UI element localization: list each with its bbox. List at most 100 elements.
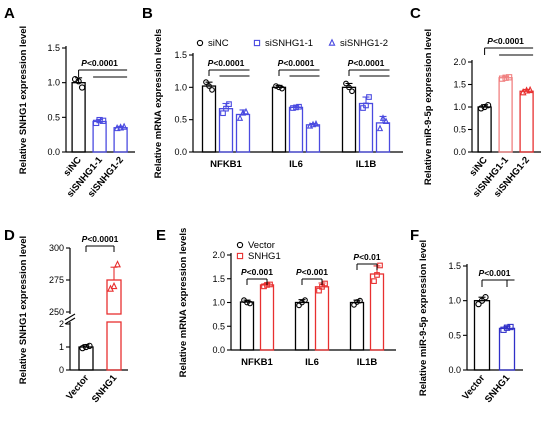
data-point [312, 120, 320, 127]
data-point [322, 280, 328, 287]
bar [305, 124, 321, 153]
data-point [96, 116, 103, 124]
data-point [346, 84, 352, 91]
bar-upper [106, 279, 122, 315]
p-value-label: P<0.0001 [487, 36, 524, 46]
bar [477, 106, 492, 153]
panel-label-B: B [142, 5, 153, 22]
legend-marker [253, 39, 261, 47]
data-point [484, 102, 492, 109]
axis-break-mark [64, 313, 76, 321]
panel-C: 0.0 0.5 1.0 1.5 2.0 Relative miR-9-5p express… [423, 29, 541, 200]
data-point [99, 117, 107, 124]
legend-label: SNHG1 [248, 251, 281, 262]
panel-D-y-tick-label: 2 [59, 319, 64, 329]
bar [259, 284, 275, 351]
panel-E-y-tick-label: 0.5 [212, 321, 225, 331]
panel-B: 0.0 0.5 1.0 1.5 Relative mRNA expression lev… [153, 29, 403, 178]
data-point [79, 344, 86, 352]
panel-A-y-tick-label: 0.5 [47, 112, 60, 122]
data-point [316, 287, 322, 294]
bar [294, 301, 310, 351]
bar-lower [106, 321, 122, 371]
data-point [478, 297, 486, 304]
bar [92, 120, 107, 153]
data-point [374, 272, 380, 278]
data-point [226, 101, 232, 107]
panel-F-y-tick-label: 0.5 [448, 330, 461, 340]
panel-A-y-tick-label: 1.5 [47, 43, 60, 53]
panel-label-A: A [4, 5, 15, 22]
data-point [382, 117, 390, 125]
bar [369, 273, 385, 351]
bar [349, 301, 365, 351]
data-point [482, 294, 489, 301]
panel-C-y-tick-label: 0.5 [453, 125, 466, 135]
legend-label: siSNHG1-2 [340, 38, 388, 49]
panel-E-y-tick-label: 1.5 [212, 274, 225, 284]
data-point [376, 124, 384, 132]
panel-D-y-tick-label: 0 [59, 365, 64, 375]
x-category-label: Vector [64, 373, 91, 403]
bar [341, 86, 357, 153]
panel-label-F: F [410, 227, 419, 244]
p-value-label: P<0.0001 [278, 58, 315, 68]
data-point [379, 114, 387, 121]
legend-marker [196, 39, 204, 47]
x-category-label: SNHG1 [483, 372, 513, 405]
legend-label: siNC [208, 38, 229, 49]
p-value-label: P<0.0001 [82, 234, 119, 244]
x-category-label: SNHG1 [90, 372, 120, 405]
legend-label: Vector [248, 240, 275, 251]
data-point [523, 86, 531, 94]
data-point [309, 120, 317, 128]
data-point [244, 299, 250, 306]
panel-B-y-tick-label: 0.0 [174, 147, 187, 157]
panel-D: 0 1 2 250 275 300 Relative SNHG1 expression le… [18, 234, 128, 405]
data-point [203, 79, 209, 86]
panel-F-y-tick-label: 1.5 [448, 261, 461, 271]
panel-C-y-tick-label: 1.0 [453, 102, 466, 112]
panel-A-y-tick-label: 0.0 [47, 147, 60, 157]
x-category-label: IL1B [356, 159, 377, 170]
x-category-label: IL1B [357, 357, 378, 368]
panel-D-y-tick-label: 300 [49, 243, 64, 253]
panel-B-y-tick-label: 1.5 [174, 50, 187, 60]
data-point [366, 94, 372, 100]
data-point [526, 85, 534, 94]
panel-F-y-tick-label: 1.0 [448, 296, 461, 306]
legend-label: siSNHG1-1 [265, 38, 313, 49]
data-point [267, 281, 273, 288]
panel-label-E: E [156, 227, 166, 244]
data-point [86, 342, 93, 349]
panel-F-y-title: Relative miR-9-5p expression level [418, 240, 429, 396]
data-point [223, 105, 229, 112]
panel-C-y-tick-label: 2.0 [453, 57, 466, 67]
bar [113, 127, 128, 153]
bar [519, 90, 534, 153]
panel-A: 0.0 0.5 1.0 1.5 Relative SNHG1 expression le… [18, 26, 135, 200]
data-point [110, 281, 118, 290]
data-point [349, 88, 355, 95]
p-value-label: P<0.0001 [348, 58, 385, 68]
data-point [357, 297, 363, 304]
panel-E-y-tick-label: 1.0 [212, 298, 225, 308]
p-value-label: P<0.001 [241, 267, 273, 277]
data-point [75, 78, 82, 85]
data-point [114, 260, 121, 268]
p-value-label: P<0.0001 [208, 58, 245, 68]
p-value-label: P<0.001 [296, 267, 328, 277]
p-value-label: P<0.0001 [81, 58, 118, 68]
data-point [209, 87, 215, 93]
p-value-label: P<0.01 [353, 252, 380, 262]
data-point [498, 75, 506, 82]
bar [498, 327, 516, 371]
bar [239, 301, 255, 351]
data-point [242, 107, 250, 115]
panel-label-C: C [410, 5, 421, 22]
panel-D-y-title: Relative SNHG1 expression level [18, 236, 29, 384]
data-point [296, 302, 302, 309]
legend-marker [328, 38, 336, 46]
bar [498, 77, 513, 153]
panel-E-y-tick-label: 2.0 [212, 250, 225, 260]
